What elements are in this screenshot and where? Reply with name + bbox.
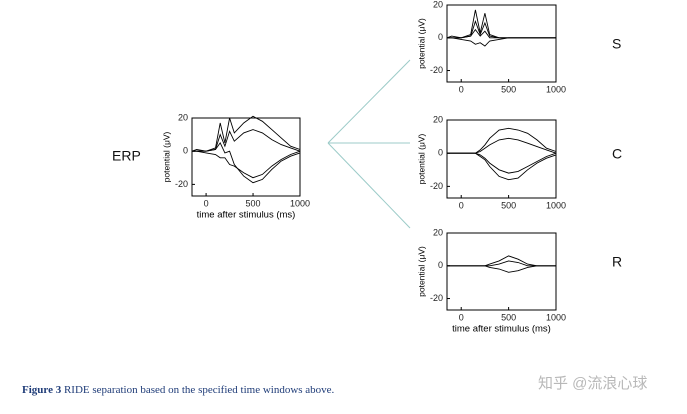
y-tick-label: 20 (433, 0, 443, 9)
caption-text: RIDE separation based on the specified t… (64, 384, 335, 396)
y-tick-label: -20 (430, 181, 443, 191)
x-tick-label: 0 (459, 84, 464, 94)
plot-frame (446, 232, 557, 311)
y-axis-label: potential (μV) (416, 18, 426, 69)
y-axis-label: potential (μV) (161, 131, 171, 182)
y-tick-label: 0 (438, 32, 443, 42)
y-tick-label: 20 (178, 112, 188, 122)
y-tick-label: 0 (183, 146, 188, 156)
x-tick-label: 1000 (546, 200, 566, 210)
caption-label: Figure 3 (22, 384, 62, 396)
plot-frame (191, 117, 301, 197)
y-tick-label: -20 (430, 65, 443, 75)
x-tick-label: 500 (246, 198, 261, 208)
x-axis-label: time after stimulus (ms) (452, 324, 551, 335)
x-tick-label: 1000 (290, 198, 310, 208)
trace (192, 115, 301, 152)
x-tick-label: 0 (459, 312, 464, 322)
panel-label: S (612, 36, 621, 52)
panel-label: C (612, 146, 622, 162)
plot-frame (446, 119, 557, 199)
panel-label: ERP (112, 148, 141, 164)
x-tick-label: 500 (501, 84, 516, 94)
x-axis-label: time after stimulus (ms) (197, 210, 296, 221)
x-tick-label: 0 (204, 198, 209, 208)
connector (327, 59, 411, 144)
x-tick-label: 0 (459, 200, 464, 210)
x-tick-label: 1000 (546, 312, 566, 322)
y-tick-label: 20 (433, 114, 443, 124)
y-axis-label: potential (μV) (416, 133, 426, 184)
watermark: 知乎 @流浪心球 (538, 375, 647, 392)
trace (192, 150, 301, 179)
plot-frame (446, 4, 557, 83)
trace (447, 260, 556, 267)
y-tick-label: 0 (438, 148, 443, 158)
trace (447, 28, 556, 39)
x-tick-label: 500 (501, 312, 516, 322)
caption: Figure 3 RIDE separation based on the sp… (22, 384, 335, 396)
connectors (327, 59, 411, 229)
panel-label: R (612, 254, 622, 270)
x-tick-label: 1000 (546, 84, 566, 94)
trace (447, 152, 557, 181)
y-tick-label: -20 (430, 293, 443, 303)
y-axis-label: potential (μV) (416, 246, 426, 297)
connector (327, 142, 411, 229)
y-tick-label: 0 (438, 260, 443, 270)
x-tick-label: 500 (501, 200, 516, 210)
trace (192, 142, 301, 184)
y-tick-label: -20 (175, 179, 188, 189)
y-tick-label: 20 (433, 227, 443, 237)
